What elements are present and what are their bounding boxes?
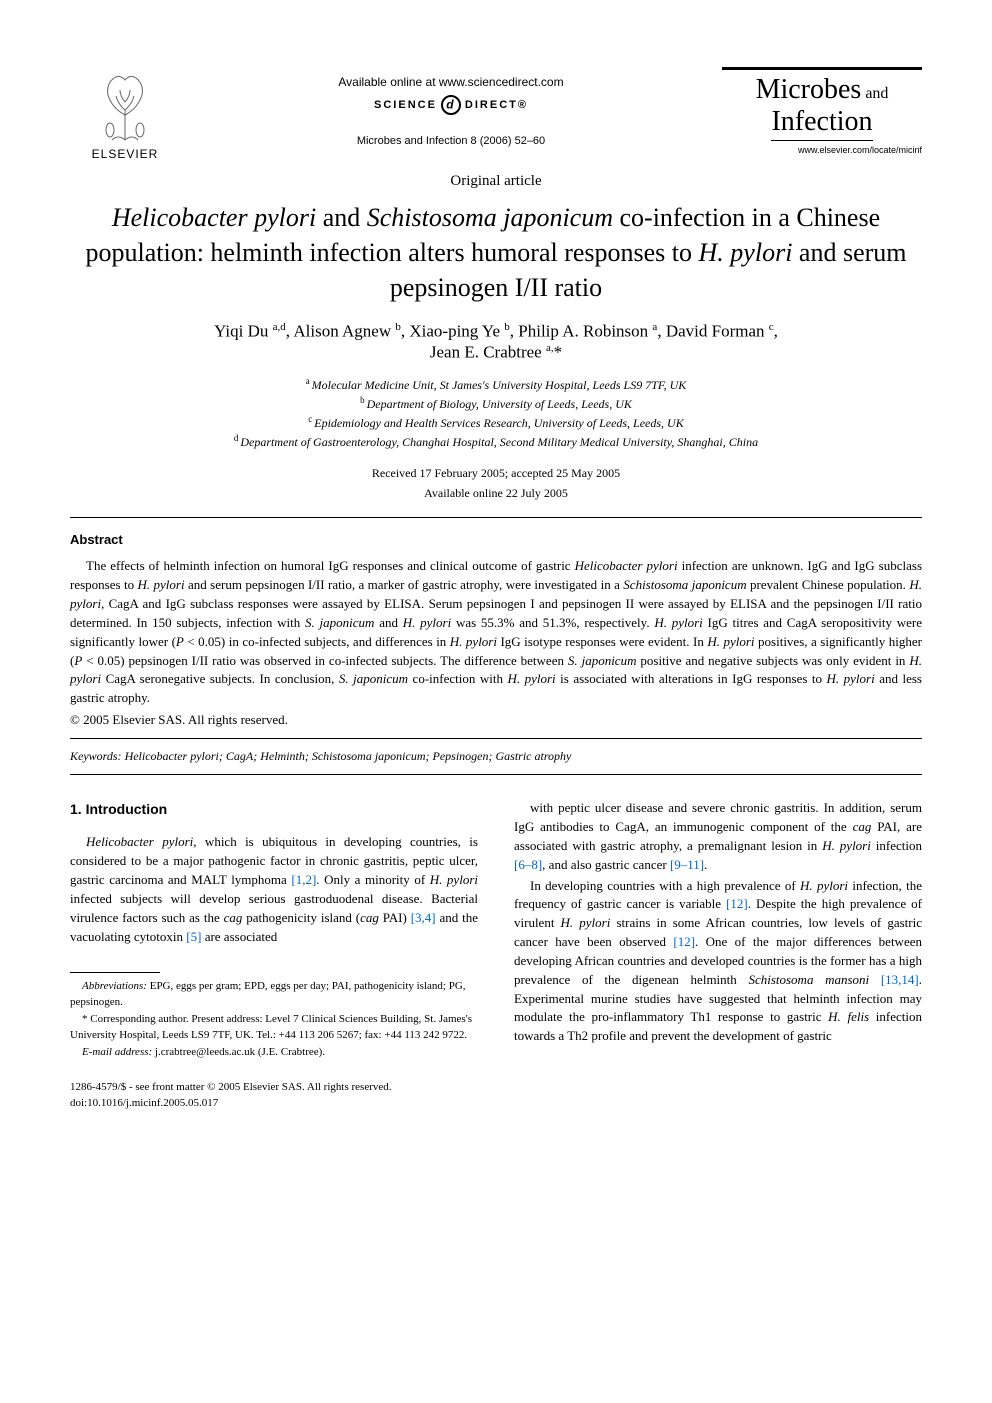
intro-right-para2: In developing countries with a high prev…	[514, 877, 922, 1047]
footer-line1: 1286-4579/$ - see front matter © 2005 El…	[70, 1080, 922, 1095]
footnote-rule	[70, 972, 160, 973]
dates-block: Received 17 February 2005; accepted 25 M…	[70, 463, 922, 504]
journal-name-line1: Microbes	[756, 74, 862, 105]
abstract-heading: Abstract	[70, 532, 922, 547]
footnote-abbrev: Abbreviations: EPG, eggs per gram; EPD, …	[70, 979, 478, 1010]
authors: Yiqi Du a,d, Alison Agnew b, Xiao-ping Y…	[70, 321, 922, 362]
intro-right-para1: with peptic ulcer disease and severe chr…	[514, 799, 922, 874]
intro-left-para: Helicobacter pylori, which is ubiquitous…	[70, 833, 478, 946]
left-column: 1. Introduction Helicobacter pylori, whi…	[70, 799, 478, 1062]
publisher-logo-block: ELSEVIER	[70, 60, 180, 161]
sciencedirect-logo: SCIENCE DIRECT®	[374, 95, 528, 115]
affiliations: aMolecular Medicine Unit, St James's Uni…	[70, 375, 922, 451]
keywords-label: Keywords:	[70, 749, 122, 763]
received-date: Received 17 February 2005; accepted 25 M…	[70, 463, 922, 483]
footnote-corresponding: * Corresponding author. Present address:…	[70, 1012, 478, 1043]
journal-url: www.elsevier.com/locate/micinf	[722, 145, 922, 155]
body-columns: 1. Introduction Helicobacter pylori, whi…	[70, 799, 922, 1062]
available-online-date: Available online 22 July 2005	[70, 483, 922, 503]
footer: 1286-4579/$ - see front matter © 2005 El…	[70, 1080, 922, 1111]
intro-heading: 1. Introduction	[70, 799, 478, 819]
abstract-copyright: © 2005 Elsevier SAS. All rights reserved…	[70, 712, 922, 728]
sd-left: SCIENCE	[374, 99, 437, 111]
abstract-text: The effects of helminth infection on hum…	[70, 557, 922, 708]
keywords: Keywords: Helicobacter pylori; CagA; Hel…	[70, 739, 922, 774]
article-title: Helicobacter pylori and Schistosoma japo…	[70, 200, 922, 305]
affiliation: cEpidemiology and Health Services Resear…	[70, 413, 922, 432]
journal-name-line2: Infection	[771, 106, 872, 141]
affiliation: aMolecular Medicine Unit, St James's Uni…	[70, 375, 922, 394]
rule-below-keywords	[70, 774, 922, 775]
footnotes: Abbreviations: EPG, eggs per gram; EPD, …	[70, 979, 478, 1060]
center-header: Available online at www.sciencedirect.co…	[180, 75, 722, 147]
keywords-text: Helicobacter pylori; CagA; Helminth; Sch…	[122, 749, 572, 763]
right-column: with peptic ulcer disease and severe chr…	[514, 799, 922, 1062]
abstract-section: Abstract The effects of helminth infecti…	[70, 518, 922, 738]
affiliation: dDepartment of Gastroenterology, Changha…	[70, 432, 922, 451]
sd-ball-icon	[441, 95, 461, 115]
journal-logo-box: Microbes and Infection	[722, 67, 922, 141]
header: ELSEVIER Available online at www.science…	[70, 60, 922, 161]
sd-right: DIRECT®	[465, 99, 528, 111]
affiliation: bDepartment of Biology, University of Le…	[70, 394, 922, 413]
article-type: Original article	[70, 173, 922, 190]
elsevier-tree-icon	[90, 60, 160, 145]
footnote-email: E-mail address: j.crabtree@leeds.ac.uk (…	[70, 1045, 478, 1060]
abstract-body: The effects of helminth infection on hum…	[70, 557, 922, 708]
footer-line2: doi:10.1016/j.micinf.2005.05.017	[70, 1096, 922, 1111]
publisher-label: ELSEVIER	[92, 147, 159, 161]
journal-name-and: and	[861, 85, 888, 102]
journal-reference: Microbes and Infection 8 (2006) 52–60	[200, 135, 702, 147]
journal-logo-block: Microbes and Infection www.elsevier.com/…	[722, 67, 922, 155]
available-online-text: Available online at www.sciencedirect.co…	[200, 75, 702, 89]
